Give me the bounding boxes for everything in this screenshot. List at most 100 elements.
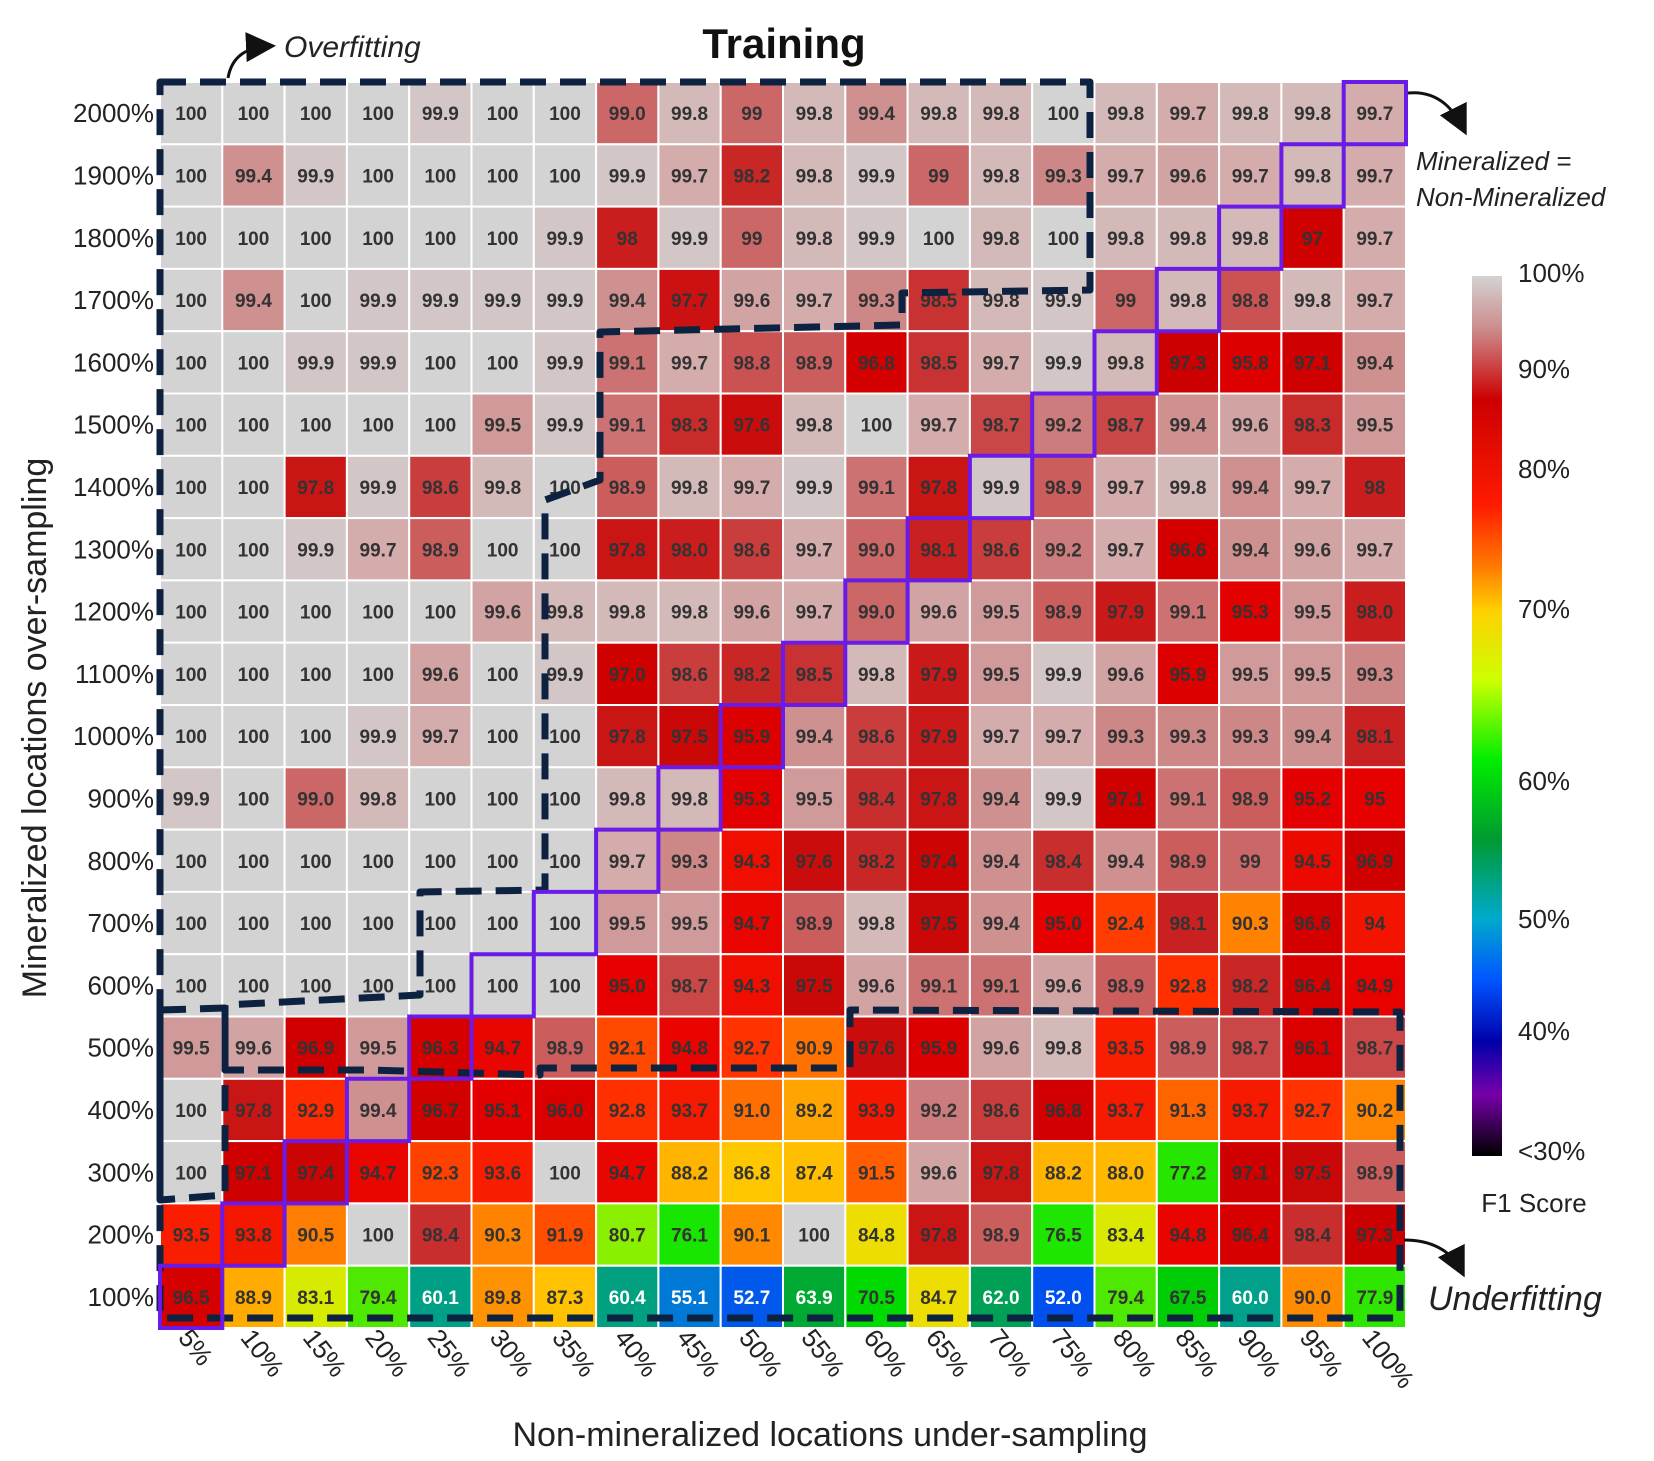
cell-value-label: 100 [424,416,456,437]
cell-value-label: 99.5 [796,789,833,810]
cell-value-label: 99.1 [983,976,1020,997]
cell-value-label: 99.7 [796,291,833,312]
heatmap-cell [532,1140,598,1205]
cell-value-label: 93.8 [235,1226,272,1247]
heatmap-cell [1280,81,1345,146]
cell-value-label: 99.7 [1356,229,1393,250]
cell-value-label: 98.1 [920,540,957,561]
x-tick-label: 25% [422,1323,478,1382]
heatmap-cell [719,890,785,956]
cell-value-label: 96.6 [1169,540,1206,561]
heatmap-cell [1031,267,1096,333]
cell-value-label: 97.8 [983,1163,1020,1184]
cell-value-label: 95.2 [1294,789,1331,810]
heatmap-cell [408,267,473,333]
cell-value-label: 99.0 [858,603,895,624]
cell-value-label: 100 [238,914,270,935]
heatmap-cell [968,641,1034,707]
cell-value-label: 100 [424,166,456,187]
cell-value-label: 100 [362,1226,394,1247]
chart-title: Training [702,20,865,67]
heatmap-cell [221,205,286,270]
heatmap-cell [408,1077,473,1143]
x-tick-label: 65% [920,1323,976,1382]
cell-value-label: 99.6 [733,291,770,312]
x-tick-label: 85% [1169,1323,1225,1382]
cell-value-label: 93.9 [858,1101,895,1122]
cell-value-label: 99.4 [983,789,1020,810]
cell-value-label: 99.9 [546,416,583,437]
cell-value-label: 98.1 [1356,727,1393,748]
y-tick-label: 900% [88,783,155,813]
cell-value-label: 93.7 [671,1101,708,1122]
heatmap-cell [719,579,785,644]
cell-value-label: 99.2 [1045,540,1082,561]
heatmap-cell [345,1202,411,1267]
cell-value-label: 99.9 [297,540,334,561]
cell-value-label: 94.7 [609,1163,646,1184]
heatmap-cell [345,454,411,520]
cell-value-label: 99.9 [546,229,583,250]
heatmap-cell [408,828,473,893]
cell-value-label: 99 [928,166,949,187]
cell-value-label: 99.8 [1169,478,1206,499]
colorbar-title: F1 Score [1481,1188,1587,1218]
cell-value-label: 99.8 [1232,104,1269,125]
heatmap-cell [1093,454,1158,520]
cell-value-label: 99.9 [484,291,521,312]
cell-value-label: 97.5 [796,976,833,997]
heatmap-cell [782,454,847,520]
cell-value-label: 98.6 [671,665,708,686]
x-tick-labels: 5% 10% 15% 20% 25% 30% 35% 40% 45% 50% 55% 60% 65% 70… [172,1323,1420,1394]
cell-value-label: 99.9 [1045,665,1082,686]
x-tick-label: 50% [733,1323,789,1382]
cell-value-label: 100 [362,603,394,624]
cell-value-label: 99.8 [796,229,833,250]
cell-value-label: 99.8 [1107,104,1144,125]
x-tick-label: 70% [982,1323,1038,1382]
cell-value-label: 99.6 [1045,976,1082,997]
cell-value-label: 93.5 [1107,1039,1144,1060]
x-tick-label: 90% [1232,1323,1288,1382]
cell-value-label: 99.5 [983,603,1020,624]
heatmap-cell [159,641,224,707]
cell-value-label: 98.7 [671,976,708,997]
cell-value-label: 92.7 [1294,1101,1331,1122]
cell-value-label: 99.5 [1356,416,1393,437]
cell-value-label: 98.9 [796,353,833,374]
cell-value-label: 97.4 [297,1163,334,1184]
cell-value-label: 99.8 [671,104,708,125]
cell-value-label: 99.3 [1045,166,1082,187]
cell-value-label: 97.6 [796,852,833,873]
cell-value-label: 60.1 [422,1288,459,1309]
cell-value-label: 100 [175,852,207,873]
cell-value-label: 89.8 [484,1288,521,1309]
cell-value-label: 100 [238,603,270,624]
cell-value-label: 99.8 [1045,1039,1082,1060]
cell-value-label: 98.9 [422,540,459,561]
cell-value-label: 98.9 [546,1039,583,1060]
heatmap-cell [283,1077,348,1143]
x-tick-label: 60% [858,1323,914,1382]
cell-value-label: 100 [175,727,207,748]
x-tick-label: 80% [1107,1323,1163,1382]
cell-value-label: 100 [238,353,270,374]
cell-value-label: 100 [175,166,207,187]
cell-value-label: 99.7 [1232,166,1269,187]
cell-value-label: 97.0 [609,665,646,686]
cell-value-label: 77.2 [1169,1163,1206,1184]
cell-value-label: 98.9 [1045,603,1082,624]
cell-value-label: 99.7 [1356,291,1393,312]
heatmap-cell [906,890,971,956]
cell-value-label: 96.6 [1294,914,1331,935]
cell-value-label: 99.1 [609,353,646,374]
heatmap-cell [1155,205,1221,270]
heatmap-cell [906,267,971,333]
heatmap-cell [345,641,411,707]
heatmap-cell [1280,579,1345,644]
heatmap-cell [782,1140,847,1205]
y-axis-label: Mineralized locations over-sampling [16,458,54,998]
x-tick-label: 40% [609,1323,665,1382]
cell-value-label: 96.8 [858,353,895,374]
heatmap-cell [595,890,660,956]
